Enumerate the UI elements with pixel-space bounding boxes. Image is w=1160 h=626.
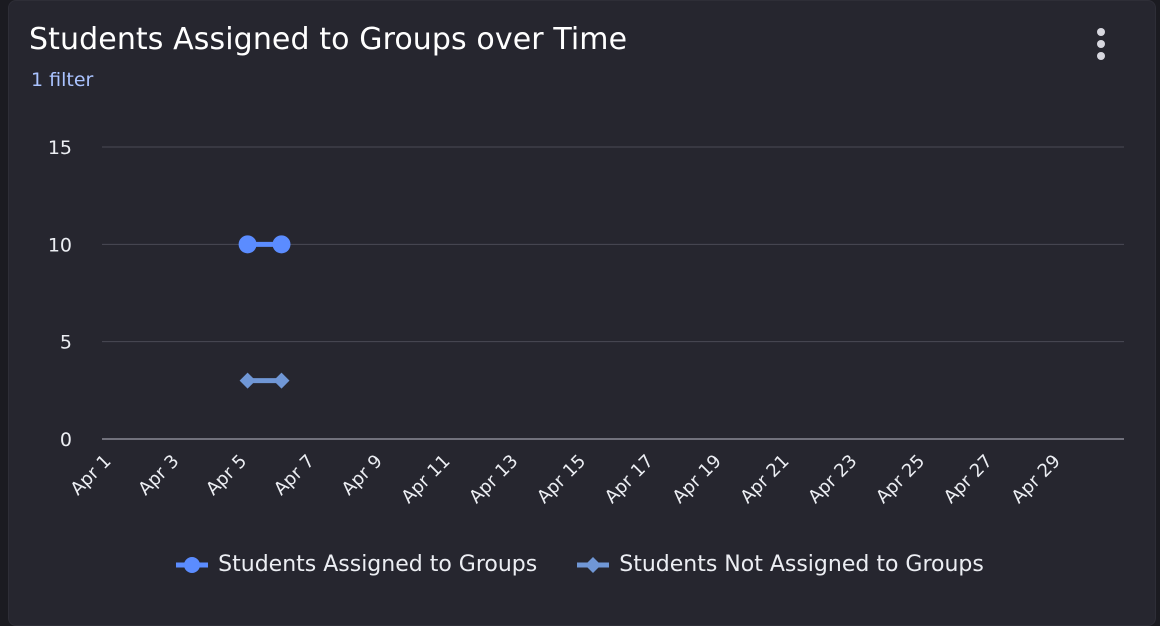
x-tick-label: Apr 9	[338, 451, 387, 500]
y-tick-label: 5	[60, 332, 72, 354]
x-tick-label: Apr 19	[669, 451, 726, 508]
chart-card	[8, 0, 1156, 626]
legend-item-assigned[interactable]: Students Assigned to Groups	[176, 552, 537, 577]
chart-legend: Students Assigned to Groups Students Not…	[0, 552, 1160, 577]
diamond-marker-icon	[577, 556, 610, 573]
x-tick-label: Apr 7	[270, 451, 319, 500]
x-tick-label: Apr 17	[601, 451, 658, 508]
x-tick-label: Apr 11	[397, 451, 454, 508]
legend-label: Students Not Assigned to Groups	[619, 552, 984, 577]
chart-title: Students Assigned to Groups over Time	[29, 22, 628, 57]
data-point	[273, 372, 290, 389]
x-tick-label: Apr 25	[872, 451, 929, 508]
x-tick-label: Apr 3	[134, 451, 183, 500]
y-tick-label: 10	[48, 234, 72, 256]
x-tick-label: Apr 13	[465, 451, 522, 508]
x-tick-label: Apr 29	[1008, 451, 1065, 508]
y-tick-label: 0	[60, 429, 72, 451]
x-tick-label: Apr 27	[940, 451, 997, 508]
x-tick-label: Apr 15	[533, 451, 590, 508]
legend-item-not-assigned[interactable]: Students Not Assigned to Groups	[577, 552, 984, 577]
x-tick-label: Apr 5	[202, 451, 251, 500]
circle-marker-icon	[176, 556, 209, 573]
x-tick-label: Apr 23	[804, 451, 861, 508]
data-point	[239, 372, 256, 389]
data-point	[238, 235, 257, 254]
x-tick-label: Apr 21	[736, 451, 793, 508]
kebab-menu-icon[interactable]	[1088, 24, 1116, 64]
x-tick-label: Apr 1	[67, 451, 116, 500]
legend-label: Students Assigned to Groups	[218, 552, 538, 577]
y-tick-label: 15	[48, 137, 72, 159]
data-point	[272, 235, 291, 254]
filter-link[interactable]: 1 filter	[31, 69, 94, 91]
